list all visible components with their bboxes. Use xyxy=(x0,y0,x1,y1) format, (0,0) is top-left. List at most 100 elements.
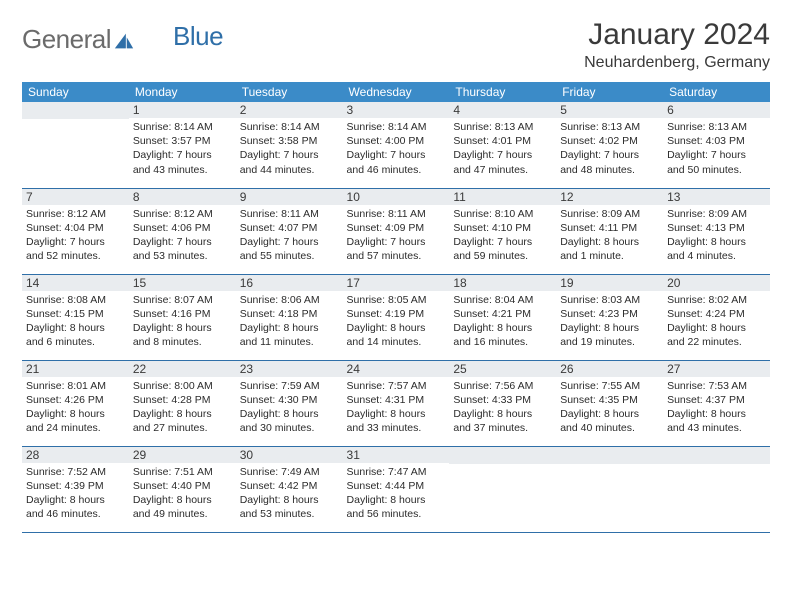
day-number: 28 xyxy=(22,447,129,463)
day-data: Sunrise: 8:05 AMSunset: 4:19 PMDaylight:… xyxy=(343,291,450,354)
day-number: 30 xyxy=(236,447,343,463)
day-data: Sunrise: 8:13 AMSunset: 4:02 PMDaylight:… xyxy=(556,118,663,181)
daylight-text: and 6 minutes. xyxy=(26,335,125,349)
day-number: 23 xyxy=(236,361,343,377)
day-number: 26 xyxy=(556,361,663,377)
daylight-text: Daylight: 7 hours xyxy=(240,148,339,162)
sunrise-text: Sunrise: 8:14 AM xyxy=(240,120,339,134)
daylight-text: and 44 minutes. xyxy=(240,163,339,177)
sunset-text: Sunset: 4:13 PM xyxy=(667,221,766,235)
daylight-text: Daylight: 8 hours xyxy=(26,493,125,507)
sunset-text: Sunset: 4:33 PM xyxy=(453,393,552,407)
day-data: Sunrise: 8:06 AMSunset: 4:18 PMDaylight:… xyxy=(236,291,343,354)
weekday-header: Sunday xyxy=(22,82,129,102)
calendar-day-cell: 27Sunrise: 7:53 AMSunset: 4:37 PMDayligh… xyxy=(663,360,770,446)
day-data: Sunrise: 8:14 AMSunset: 4:00 PMDaylight:… xyxy=(343,118,450,181)
daylight-text: Daylight: 8 hours xyxy=(347,321,446,335)
daylight-text: and 11 minutes. xyxy=(240,335,339,349)
sunrise-text: Sunrise: 8:01 AM xyxy=(26,379,125,393)
day-data: Sunrise: 8:00 AMSunset: 4:28 PMDaylight:… xyxy=(129,377,236,440)
day-data: Sunrise: 8:10 AMSunset: 4:10 PMDaylight:… xyxy=(449,205,556,268)
day-data: Sunrise: 7:49 AMSunset: 4:42 PMDaylight:… xyxy=(236,463,343,526)
daylight-text: Daylight: 8 hours xyxy=(667,235,766,249)
sunset-text: Sunset: 4:09 PM xyxy=(347,221,446,235)
daylight-text: Daylight: 8 hours xyxy=(240,321,339,335)
daylight-text: Daylight: 7 hours xyxy=(453,235,552,249)
daylight-text: Daylight: 8 hours xyxy=(133,493,232,507)
sunrise-text: Sunrise: 7:59 AM xyxy=(240,379,339,393)
sunset-text: Sunset: 4:16 PM xyxy=(133,307,232,321)
daylight-text: and 57 minutes. xyxy=(347,249,446,263)
sunrise-text: Sunrise: 8:13 AM xyxy=(667,120,766,134)
sunset-text: Sunset: 3:58 PM xyxy=(240,134,339,148)
sunrise-text: Sunrise: 7:56 AM xyxy=(453,379,552,393)
daylight-text: Daylight: 8 hours xyxy=(453,321,552,335)
daylight-text: and 56 minutes. xyxy=(347,507,446,521)
calendar-week-row: 28Sunrise: 7:52 AMSunset: 4:39 PMDayligh… xyxy=(22,446,770,532)
daylight-text: and 55 minutes. xyxy=(240,249,339,263)
sunrise-text: Sunrise: 8:05 AM xyxy=(347,293,446,307)
day-data: Sunrise: 8:01 AMSunset: 4:26 PMDaylight:… xyxy=(22,377,129,440)
sunrise-text: Sunrise: 7:52 AM xyxy=(26,465,125,479)
sunset-text: Sunset: 4:35 PM xyxy=(560,393,659,407)
brand-part1: General xyxy=(22,24,111,55)
day-number-empty xyxy=(449,447,556,464)
day-number: 10 xyxy=(343,189,450,205)
day-number-empty xyxy=(556,447,663,464)
sunset-text: Sunset: 4:21 PM xyxy=(453,307,552,321)
sunrise-text: Sunrise: 8:07 AM xyxy=(133,293,232,307)
weekday-header: Monday xyxy=(129,82,236,102)
daylight-text: Daylight: 7 hours xyxy=(240,235,339,249)
calendar-day-cell: 24Sunrise: 7:57 AMSunset: 4:31 PMDayligh… xyxy=(343,360,450,446)
daylight-text: Daylight: 8 hours xyxy=(347,407,446,421)
location: Neuhardenberg, Germany xyxy=(584,54,770,72)
day-number: 8 xyxy=(129,189,236,205)
sunset-text: Sunset: 4:06 PM xyxy=(133,221,232,235)
calendar-day-cell xyxy=(22,102,129,188)
day-number: 9 xyxy=(236,189,343,205)
day-number: 1 xyxy=(129,102,236,118)
daylight-text: and 47 minutes. xyxy=(453,163,552,177)
calendar-week-row: 21Sunrise: 8:01 AMSunset: 4:26 PMDayligh… xyxy=(22,360,770,446)
daylight-text: Daylight: 8 hours xyxy=(347,493,446,507)
day-number: 4 xyxy=(449,102,556,118)
calendar-day-cell: 7Sunrise: 8:12 AMSunset: 4:04 PMDaylight… xyxy=(22,188,129,274)
day-data: Sunrise: 8:09 AMSunset: 4:13 PMDaylight:… xyxy=(663,205,770,268)
calendar-day-cell: 4Sunrise: 8:13 AMSunset: 4:01 PMDaylight… xyxy=(449,102,556,188)
calendar-day-cell: 30Sunrise: 7:49 AMSunset: 4:42 PMDayligh… xyxy=(236,446,343,532)
sunset-text: Sunset: 4:10 PM xyxy=(453,221,552,235)
sunrise-text: Sunrise: 7:53 AM xyxy=(667,379,766,393)
calendar-day-cell: 19Sunrise: 8:03 AMSunset: 4:23 PMDayligh… xyxy=(556,274,663,360)
sunrise-text: Sunrise: 8:14 AM xyxy=(347,120,446,134)
calendar-day-cell: 23Sunrise: 7:59 AMSunset: 4:30 PMDayligh… xyxy=(236,360,343,446)
day-data: Sunrise: 7:56 AMSunset: 4:33 PMDaylight:… xyxy=(449,377,556,440)
calendar-day-cell: 6Sunrise: 8:13 AMSunset: 4:03 PMDaylight… xyxy=(663,102,770,188)
day-number: 3 xyxy=(343,102,450,118)
daylight-text: and 33 minutes. xyxy=(347,421,446,435)
day-number: 17 xyxy=(343,275,450,291)
day-number: 29 xyxy=(129,447,236,463)
day-number: 14 xyxy=(22,275,129,291)
daylight-text: and 49 minutes. xyxy=(133,507,232,521)
calendar-day-cell: 9Sunrise: 8:11 AMSunset: 4:07 PMDaylight… xyxy=(236,188,343,274)
sunset-text: Sunset: 4:24 PM xyxy=(667,307,766,321)
day-data: Sunrise: 8:04 AMSunset: 4:21 PMDaylight:… xyxy=(449,291,556,354)
day-number: 21 xyxy=(22,361,129,377)
day-number: 2 xyxy=(236,102,343,118)
calendar-week-row: 14Sunrise: 8:08 AMSunset: 4:15 PMDayligh… xyxy=(22,274,770,360)
calendar-week-row: 7Sunrise: 8:12 AMSunset: 4:04 PMDaylight… xyxy=(22,188,770,274)
sunset-text: Sunset: 4:04 PM xyxy=(26,221,125,235)
day-data: Sunrise: 7:47 AMSunset: 4:44 PMDaylight:… xyxy=(343,463,450,526)
daylight-text: and 53 minutes. xyxy=(240,507,339,521)
sunrise-text: Sunrise: 8:06 AM xyxy=(240,293,339,307)
calendar-week-row: 1Sunrise: 8:14 AMSunset: 3:57 PMDaylight… xyxy=(22,102,770,188)
day-number-empty xyxy=(663,447,770,464)
calendar-day-cell: 25Sunrise: 7:56 AMSunset: 4:33 PMDayligh… xyxy=(449,360,556,446)
sunset-text: Sunset: 4:15 PM xyxy=(26,307,125,321)
calendar-day-cell: 10Sunrise: 8:11 AMSunset: 4:09 PMDayligh… xyxy=(343,188,450,274)
sunset-text: Sunset: 4:18 PM xyxy=(240,307,339,321)
sunset-text: Sunset: 4:02 PM xyxy=(560,134,659,148)
daylight-text: Daylight: 8 hours xyxy=(240,493,339,507)
day-data: Sunrise: 8:14 AMSunset: 3:58 PMDaylight:… xyxy=(236,118,343,181)
sunrise-text: Sunrise: 8:03 AM xyxy=(560,293,659,307)
